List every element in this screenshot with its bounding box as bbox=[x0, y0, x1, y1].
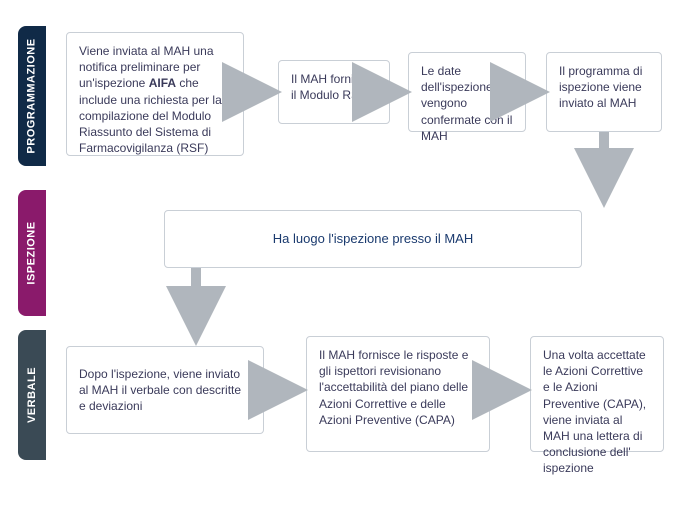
box-risposte-capa: Il MAH fornisce le risposte e gli ispett… bbox=[306, 336, 490, 452]
box-notifica-preliminare: Viene inviata al MAH una notifica prelim… bbox=[66, 32, 244, 156]
box-modulo-rsf: Il MAH fornisce il Modulo RSF bbox=[278, 60, 390, 124]
box-programma-ispezione: Il programma di ispezione viene inviato … bbox=[546, 52, 662, 132]
box-ha-luogo-ispezione: Ha luogo l'ispezione presso il MAH bbox=[164, 210, 582, 268]
box-date-ispezione: Le date dell'ispezione vengono confermat… bbox=[408, 52, 526, 132]
phase-programmazione: PROGRAMMAZIONE bbox=[18, 26, 46, 166]
box-verbale-deviazioni: Dopo l'ispezione, viene inviato al MAH i… bbox=[66, 346, 264, 434]
phase-ispezione-label: ISPEZIONE bbox=[26, 221, 38, 284]
phase-ispezione: ISPEZIONE bbox=[18, 190, 46, 316]
phase-programmazione-label: PROGRAMMAZIONE bbox=[26, 38, 38, 153]
box-conclusione: Una volta accettate le Azioni Correttive… bbox=[530, 336, 664, 452]
phase-verbale: VERBALE bbox=[18, 330, 46, 460]
phase-verbale-label: VERBALE bbox=[26, 367, 38, 423]
